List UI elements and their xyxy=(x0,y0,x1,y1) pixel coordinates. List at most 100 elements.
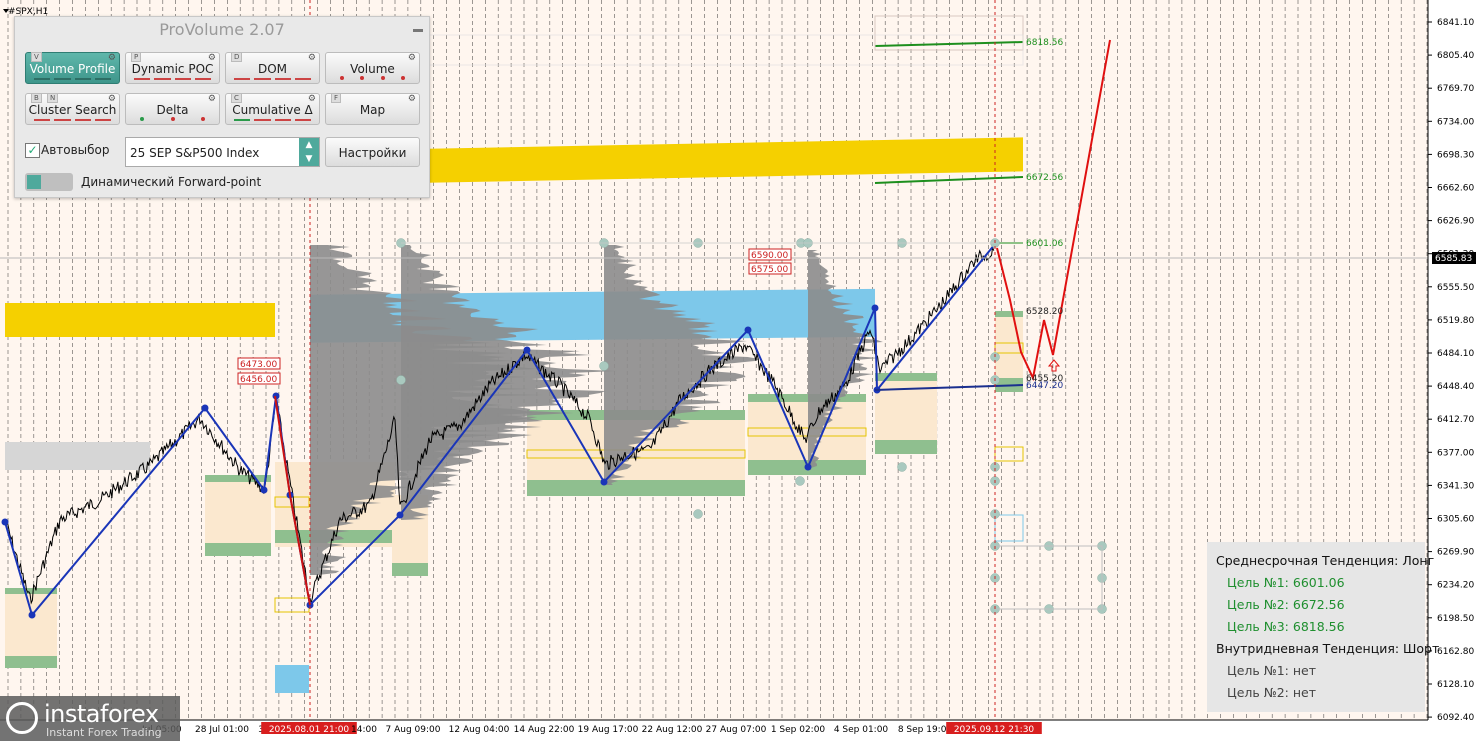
volume-boxes xyxy=(5,311,1024,668)
zigzag-red-segment xyxy=(274,395,311,606)
gear-icon[interactable]: ⚙ xyxy=(307,94,316,104)
instrument-value: 25 SEP S&P500 Index xyxy=(130,146,260,160)
price-tick-label: 6198.50 xyxy=(1437,614,1474,624)
button-label: Dynamic POC xyxy=(131,62,214,76)
logo-tagline: Instant Forex Trading xyxy=(46,726,162,739)
indicator-marks xyxy=(34,119,111,121)
price-tick-label: 6092.40 xyxy=(1437,713,1474,723)
dom-button[interactable]: D ⚙ DOM xyxy=(225,52,320,84)
level-6528-label: 6528.20 xyxy=(1026,307,1063,317)
spin-arrows-icon[interactable]: ▲ ▼ xyxy=(299,138,319,166)
gear-icon[interactable]: ⚙ xyxy=(207,94,216,104)
time-tick-label: 12 Aug 04:00 xyxy=(449,725,510,735)
forecast-arrow-icon xyxy=(1047,359,1061,372)
price-tick-label: 6377.00 xyxy=(1437,448,1474,458)
mid-target-1: Цель №1: 6601.06 xyxy=(1227,575,1345,590)
current-price-tag: 6585.83 xyxy=(1435,254,1472,264)
volume-profile-button[interactable]: V ⚙ Volume Profile xyxy=(25,52,120,84)
gear-icon[interactable]: ⚙ xyxy=(407,53,416,63)
time-tick-label: 14 Aug 22:00 xyxy=(514,725,575,735)
price-tick-label: 6698.30 xyxy=(1437,150,1474,160)
grey-zone xyxy=(5,442,150,470)
hotkey-badge: D xyxy=(231,52,243,62)
time-tick-label: 2025.08.01 21:00 xyxy=(269,725,350,735)
indicator-marks xyxy=(134,78,211,80)
gear-icon[interactable]: ⚙ xyxy=(107,94,116,104)
price-tick-label: 6128.10 xyxy=(1437,680,1474,690)
resistance-zone-upper xyxy=(310,137,1023,186)
cluster-search-button[interactable]: B N ⚙ Cluster Search xyxy=(25,93,120,125)
mid-target-3: Цель №3: 6818.56 xyxy=(1227,619,1345,634)
resistance-zone-left xyxy=(5,303,275,337)
price-tick-label: 6805.40 xyxy=(1437,51,1474,61)
dynamic-poc-button[interactable]: P ⚙ Dynamic POC xyxy=(125,52,220,84)
time-tick-label: 14:00 xyxy=(351,725,377,735)
symbol-arrow-icon xyxy=(3,9,9,13)
instrument-select[interactable]: 25 SEP S&P500 Index ▲ ▼ xyxy=(125,137,320,167)
time-tick-label: 22 Aug 12:00 xyxy=(642,725,703,735)
gear-icon[interactable]: ⚙ xyxy=(107,53,116,63)
time-tick-label: 27 Aug 07:00 xyxy=(706,725,767,735)
level-6456-label: 6456.00 xyxy=(240,375,277,385)
price-axis: 6841.10 6805.40 6769.70 6734.00 6698.30 6662.… xyxy=(1428,18,1474,723)
price-tick-label: 6555.50 xyxy=(1437,283,1474,293)
intraday-target-1: Цель №1: нет xyxy=(1227,663,1317,678)
indicator-dots xyxy=(340,76,405,80)
price-tick-label: 6841.10 xyxy=(1437,18,1474,28)
intraday-target-2: Цель №2: нет xyxy=(1227,685,1317,700)
button-label: Настройки xyxy=(338,146,407,160)
mid-trend-label: Среднесрочная Тенденция: Лонг xyxy=(1216,553,1435,568)
time-tick-label: 4 Sep 01:00 xyxy=(834,725,889,735)
price-tick-label: 6234.20 xyxy=(1437,581,1474,591)
price-tick-label: 6626.90 xyxy=(1437,217,1474,227)
hotkey-badge: P xyxy=(131,52,142,62)
gear-icon[interactable]: ⚙ xyxy=(307,53,316,63)
price-tick-label: 6769.70 xyxy=(1437,84,1474,94)
price-tick-label: 6305.60 xyxy=(1437,515,1474,525)
time-tick-label: 7 Aug 09:00 xyxy=(386,725,441,735)
panel-title-text: ProVolume 2.07 xyxy=(159,20,285,39)
target3-label: 6818.56 xyxy=(1026,38,1063,48)
time-tick-label: 2025.09.12 21:30 xyxy=(954,725,1035,735)
hotkey-badge: V xyxy=(31,52,42,62)
indicator-marks xyxy=(234,119,311,121)
gear-icon[interactable]: ⚙ xyxy=(407,94,416,104)
hotkey-badge: F xyxy=(331,93,342,103)
time-tick-label: 1 Sep 02:00 xyxy=(771,725,826,735)
level-6455-label: 6455.20 xyxy=(1026,374,1063,384)
forecast-path xyxy=(996,39,1111,382)
price-tick-label: 6734.00 xyxy=(1437,117,1474,127)
gear-icon[interactable]: ⚙ xyxy=(207,53,216,63)
map-button[interactable]: F ⚙ Map xyxy=(325,93,420,125)
price-tick-label: 6662.60 xyxy=(1437,184,1474,194)
volume-button[interactable]: ⚙ Volume xyxy=(325,52,420,84)
minimize-icon[interactable] xyxy=(413,29,423,32)
hotkey-badge: B xyxy=(31,93,42,103)
price-line xyxy=(4,247,995,605)
price-tick-label: 6341.30 xyxy=(1437,481,1474,491)
resistance-labels: 6590.00 6575.00 6473.00 6456.00 xyxy=(237,248,792,385)
target2-line xyxy=(874,176,1024,184)
indicator-marks xyxy=(234,78,311,80)
indicator-marks xyxy=(34,78,111,80)
symbol-label: #SPX,H1 xyxy=(8,7,48,17)
price-tick-label: 6448.40 xyxy=(1437,382,1474,392)
provolume-panel: ProVolume 2.07 V ⚙ Volume Profile P ⚙ Dy… xyxy=(14,16,430,198)
settings-button[interactable]: Настройки xyxy=(325,137,420,167)
hotkey-badge: C xyxy=(231,93,242,103)
cumulative-delta-button[interactable]: C ⚙ Cumulative Δ xyxy=(225,93,320,125)
target3-line xyxy=(874,41,1024,47)
indicator-dots xyxy=(140,117,205,121)
button-label: Cumulative Δ xyxy=(232,103,313,117)
current-price-tag-bg xyxy=(1432,252,1476,264)
forward-point-toggle[interactable] xyxy=(25,173,73,191)
support-line-6447 xyxy=(874,384,1024,391)
price-tick-label: 6412.70 xyxy=(1437,415,1474,425)
panel-title: ProVolume 2.07 xyxy=(15,17,429,43)
delta-button[interactable]: ⚙ Delta xyxy=(125,93,220,125)
volume-profiles xyxy=(310,245,883,575)
level-6575-label: 6575.00 xyxy=(751,265,788,275)
projection-box xyxy=(995,545,1103,610)
autoselect-checkbox[interactable]: ✓ xyxy=(25,143,40,158)
